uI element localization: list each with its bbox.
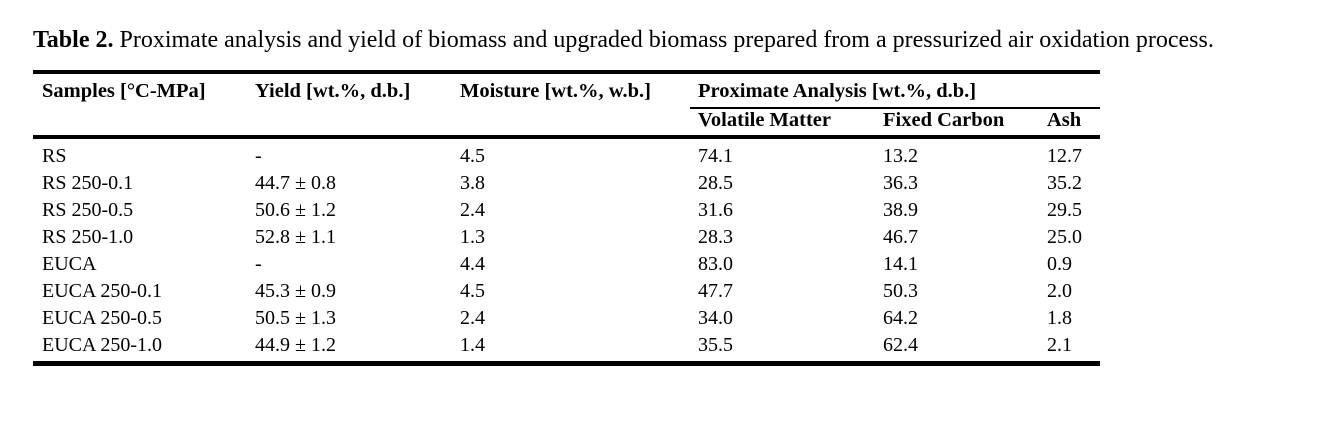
cell-sample: RS 250-0.5 [42,199,134,221]
cell-volatile-matter: 34.0 [698,307,733,329]
table-row: EUCA 250-0.1 45.3 ± 0.9 4.5 47.7 50.3 2.… [33,278,1100,305]
column-header-samples: Samples [°C-MPa] [33,72,255,139]
table-row: RS 250-1.0 52.8 ± 1.1 1.3 28.3 46.7 25.0 [33,224,1100,251]
cell-ash: 2.0 [1047,280,1072,302]
cell-moisture: 4.4 [460,253,485,275]
cell-ash: 35.2 [1047,172,1082,194]
cell-moisture: 4.5 [460,280,485,302]
table-row: RS - 4.5 74.1 13.2 12.7 [33,137,1100,170]
cell-sample: EUCA 250-0.1 [42,280,162,302]
cell-moisture: 3.8 [460,172,485,194]
cell-yield: 45.3 ± 0.9 [255,280,336,302]
cell-sample: RS 250-1.0 [42,226,134,248]
table-row: EUCA 250-0.5 50.5 ± 1.3 2.4 34.0 64.2 1.… [33,305,1100,332]
column-header-fixed-carbon: Fixed Carbon [883,108,1047,139]
cell-fixed-carbon: 64.2 [883,307,918,329]
cell-fixed-carbon: 13.2 [883,145,918,167]
cell-fixed-carbon: 38.9 [883,199,918,221]
cell-ash: 29.5 [1047,199,1082,221]
caption-text: Proximate analysis and yield of biomass … [119,27,1214,53]
cell-fixed-carbon: 46.7 [883,226,918,248]
cell-moisture: 4.5 [460,145,485,167]
cell-ash: 0.9 [1047,253,1072,275]
cell-fixed-carbon: 62.4 [883,332,1047,366]
table-row: RS 250-0.5 50.6 ± 1.2 2.4 31.6 38.9 29.5 [33,197,1100,224]
cell-volatile-matter: 28.3 [698,226,733,248]
cell-ash: 25.0 [1047,226,1082,248]
cell-sample: EUCA 250-0.5 [42,307,162,329]
table-header: Samples [°C-MPa] Yield [wt.%, d.b.] Mois… [33,72,1101,139]
table-row: EUCA - 4.4 83.0 14.1 0.9 [33,251,1100,278]
cell-moisture: 2.4 [460,199,485,221]
cell-volatile-matter: 28.5 [698,172,733,194]
cell-yield: 52.8 ± 1.1 [255,226,336,248]
cell-moisture: 1.4 [460,332,690,366]
cell-volatile-matter: 83.0 [698,253,733,275]
cell-sample: EUCA [42,253,97,275]
cell-yield: - [255,145,262,167]
cell-sample: RS 250-0.1 [42,172,134,194]
proximate-analysis-table: Samples [°C-MPa] Yield [wt.%, d.b.] Mois… [33,70,1101,366]
cell-volatile-matter: 47.7 [698,280,733,302]
header-row-1: Samples [°C-MPa] Yield [wt.%, d.b.] Mois… [33,72,1101,139]
column-group-proximate-analysis: Proximate Analysis [wt.%, d.b.] [690,72,1101,109]
table-caption: Table 2. Proximate analysis and yield of… [33,22,1299,58]
cell-volatile-matter: 31.6 [698,199,733,221]
caption-label: Table 2. [33,27,114,53]
cell-ash: 2.1 [1047,332,1101,366]
cell-volatile-matter: 74.1 [698,145,733,167]
cell-yield: 50.6 ± 1.2 [255,199,336,221]
column-header-volatile-matter: Volatile Matter [690,108,883,139]
cell-ash: 1.8 [1047,307,1072,329]
column-header-ash: Ash [1047,108,1101,139]
page: Table 2. Proximate analysis and yield of… [33,22,1299,366]
cell-moisture: 1.3 [460,226,485,248]
table-row: EUCA 250-1.0 44.9 ± 1.2 1.4 35.5 62.4 2.… [33,332,1101,366]
cell-yield: 44.7 ± 0.8 [255,172,336,194]
cell-yield: - [255,253,262,275]
cell-ash: 12.7 [1047,145,1082,167]
column-header-moisture: Moisture [wt.%, w.b.] [460,72,690,139]
header-row-2: Volatile Matter Fixed Carbon Ash [33,108,1101,139]
cell-yield: 50.5 ± 1.3 [255,307,336,329]
cell-sample: EUCA 250-1.0 [33,332,255,366]
cell-moisture: 2.4 [460,307,485,329]
column-header-yield: Yield [wt.%, d.b.] [255,72,460,139]
table-row: RS 250-0.1 44.7 ± 0.8 3.8 28.5 36.3 35.2 [33,170,1100,197]
cell-volatile-matter: 35.5 [690,332,883,366]
cell-fixed-carbon: 36.3 [883,172,918,194]
cell-yield: 44.9 ± 1.2 [255,332,460,366]
cell-sample: RS [42,145,67,167]
cell-fixed-carbon: 14.1 [883,253,918,275]
table-body: RS - 4.5 74.1 13.2 12.7 RS 250-0.1 44.7 … [33,137,1101,366]
cell-fixed-carbon: 50.3 [883,280,918,302]
